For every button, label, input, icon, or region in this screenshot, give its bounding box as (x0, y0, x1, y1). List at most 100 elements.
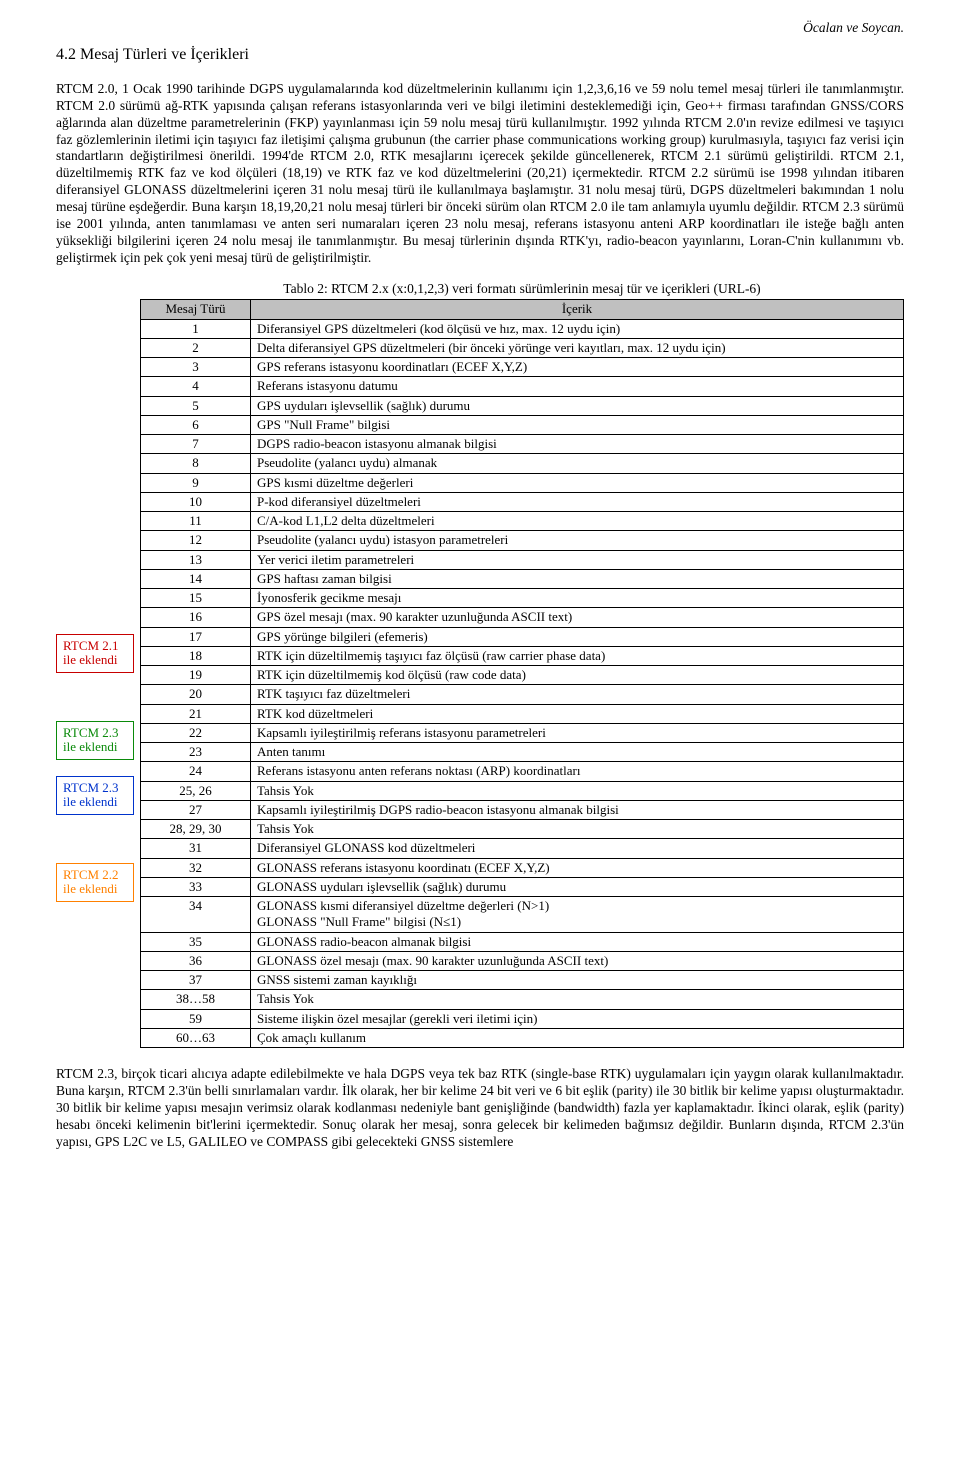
cell-msg-type: 12 (141, 531, 251, 550)
side-version-labels: RTCM 2.1ile eklendiRTCM 2.3ile eklendiRT… (56, 281, 140, 285)
cell-content: C/A-kod L1,L2 delta düzeltmeleri (251, 512, 904, 531)
table-row: 4Referans istasyonu datumu (141, 377, 904, 396)
cell-msg-type: 13 (141, 550, 251, 569)
version-label-text: ile eklendi (63, 653, 127, 668)
version-label-version: RTCM 2.3 (63, 726, 127, 741)
table-row: 9GPS kısmi düzeltme değerleri (141, 473, 904, 492)
table-row: 27Kapsamlı iyileştirilmiş DGPS radio-bea… (141, 800, 904, 819)
cell-content: Referans istasyonu datumu (251, 377, 904, 396)
table-row: 20RTK taşıyıcı faz düzeltmeleri (141, 685, 904, 704)
cell-msg-type: 23 (141, 743, 251, 762)
table-row: 8Pseudolite (yalancı uydu) almanak (141, 454, 904, 473)
table-row: 31Diferansiyel GLONASS kod düzeltmeleri (141, 839, 904, 858)
cell-msg-type: 2 (141, 338, 251, 357)
cell-content: Diferansiyel GLONASS kod düzeltmeleri (251, 839, 904, 858)
table-row: 12Pseudolite (yalancı uydu) istasyon par… (141, 531, 904, 550)
cell-msg-type: 37 (141, 971, 251, 990)
cell-msg-type: 24 (141, 762, 251, 781)
cell-content: RTK kod düzeltmeleri (251, 704, 904, 723)
table-row: 17GPS yörünge bilgileri (efemeris) (141, 627, 904, 646)
table-row: 6GPS "Null Frame" bilgisi (141, 415, 904, 434)
table-row: 59Sisteme ilişkin özel mesajlar (gerekli… (141, 1009, 904, 1028)
cell-msg-type: 17 (141, 627, 251, 646)
cell-msg-type: 7 (141, 435, 251, 454)
cell-content: Tahsis Yok (251, 820, 904, 839)
cell-content: GPS özel mesajı (max. 90 karakter uzunlu… (251, 608, 904, 627)
table-row: 34GLONASS kısmi diferansiyel düzeltme de… (141, 897, 904, 933)
cell-content: GPS referans istasyonu koordinatları (EC… (251, 358, 904, 377)
table-row: 2Delta diferansiyel GPS düzeltmeleri (bi… (141, 338, 904, 357)
cell-msg-type: 16 (141, 608, 251, 627)
paragraph-1: RTCM 2.0, 1 Ocak 1990 tarihinde DGPS uyg… (56, 81, 904, 267)
cell-msg-type: 4 (141, 377, 251, 396)
cell-content: Sisteme ilişkin özel mesajlar (gerekli v… (251, 1009, 904, 1028)
cell-content: GNSS sistemi zaman kayıklığı (251, 971, 904, 990)
cell-content: GPS haftası zaman bilgisi (251, 569, 904, 588)
paragraph-2: RTCM 2.3, birçok ticari alıcıya adapte e… (56, 1066, 904, 1150)
version-label-text: ile eklendi (63, 882, 127, 897)
table-row: 25, 26Tahsis Yok (141, 781, 904, 800)
cell-content: Anten tanımı (251, 743, 904, 762)
cell-content: P-kod diferansiyel düzeltmeleri (251, 492, 904, 511)
table-row: 38…58Tahsis Yok (141, 990, 904, 1009)
cell-msg-type: 3 (141, 358, 251, 377)
cell-msg-type: 22 (141, 723, 251, 742)
table-row: 18RTK için düzeltilmemiş taşıyıcı faz öl… (141, 646, 904, 665)
cell-content: GLONASS referans istasyonu koordinatı (E… (251, 858, 904, 877)
version-label-box: RTCM 2.3ile eklendi (56, 721, 134, 761)
cell-msg-type: 1 (141, 319, 251, 338)
cell-msg-type: 10 (141, 492, 251, 511)
version-label-text: ile eklendi (63, 795, 127, 810)
cell-msg-type: 18 (141, 646, 251, 665)
cell-content: Delta diferansiyel GPS düzeltmeleri (bir… (251, 338, 904, 357)
cell-content: İyonosferik gecikme mesajı (251, 589, 904, 608)
table-row: 33GLONASS uyduları işlevsellik (sağlık) … (141, 877, 904, 896)
cell-msg-type: 19 (141, 666, 251, 685)
cell-msg-type: 25, 26 (141, 781, 251, 800)
cell-content: GPS kısmi düzeltme değerleri (251, 473, 904, 492)
cell-msg-type: 59 (141, 1009, 251, 1028)
cell-msg-type: 20 (141, 685, 251, 704)
table-row: 11C/A-kod L1,L2 delta düzeltmeleri (141, 512, 904, 531)
table-row: 19RTK için düzeltilmemiş kod ölçüsü (raw… (141, 666, 904, 685)
cell-msg-type: 31 (141, 839, 251, 858)
cell-content: GLONASS özel mesajı (max. 90 karakter uz… (251, 951, 904, 970)
cell-content: Kapsamlı iyileştirilmiş DGPS radio-beaco… (251, 800, 904, 819)
cell-content: Pseudolite (yalancı uydu) almanak (251, 454, 904, 473)
cell-content: Referans istasyonu anten referans noktas… (251, 762, 904, 781)
cell-content: GLONASS kısmi diferansiyel düzeltme değe… (251, 897, 904, 933)
cell-content: RTK için düzeltilmemiş taşıyıcı faz ölçü… (251, 646, 904, 665)
cell-content: RTK için düzeltilmemiş kod ölçüsü (raw c… (251, 666, 904, 685)
cell-msg-type: 6 (141, 415, 251, 434)
table-row: 15İyonosferik gecikme mesajı (141, 589, 904, 608)
cell-content: GLONASS radio-beacon almanak bilgisi (251, 932, 904, 951)
table-row: 24Referans istasyonu anten referans nokt… (141, 762, 904, 781)
cell-msg-type: 14 (141, 569, 251, 588)
table-row: 32GLONASS referans istasyonu koordinatı … (141, 858, 904, 877)
cell-content: GPS uyduları işlevsellik (sağlık) durumu (251, 396, 904, 415)
cell-content: Çok amaçlı kullanım (251, 1028, 904, 1047)
cell-msg-type: 32 (141, 858, 251, 877)
cell-content: Tahsis Yok (251, 990, 904, 1009)
table-row: 36GLONASS özel mesajı (max. 90 karakter … (141, 951, 904, 970)
table-row: 7DGPS radio-beacon istasyonu almanak bil… (141, 435, 904, 454)
cell-content: Yer verici iletim parametreleri (251, 550, 904, 569)
cell-content: Diferansiyel GPS düzeltmeleri (kod ölçüs… (251, 319, 904, 338)
table-row: 60…63Çok amaçlı kullanım (141, 1028, 904, 1047)
table-row: 5GPS uyduları işlevsellik (sağlık) durum… (141, 396, 904, 415)
table-row: 3GPS referans istasyonu koordinatları (E… (141, 358, 904, 377)
cell-content: Tahsis Yok (251, 781, 904, 800)
cell-msg-type: 60…63 (141, 1028, 251, 1047)
cell-content: Kapsamlı iyileştirilmiş referans istasyo… (251, 723, 904, 742)
version-label-version: RTCM 2.1 (63, 639, 127, 654)
table-row: 28, 29, 30Tahsis Yok (141, 820, 904, 839)
table-container: RTCM 2.1ile eklendiRTCM 2.3ile eklendiRT… (56, 281, 904, 1049)
table-row: 1Diferansiyel GPS düzeltmeleri (kod ölçü… (141, 319, 904, 338)
table-area: Tablo 2: RTCM 2.x (x:0,1,2,3) veri forma… (140, 281, 904, 1049)
col-header-type: Mesaj Türü (141, 300, 251, 319)
table-row: 21RTK kod düzeltmeleri (141, 704, 904, 723)
cell-content: DGPS radio-beacon istasyonu almanak bilg… (251, 435, 904, 454)
cell-content: GLONASS uyduları işlevsellik (sağlık) du… (251, 877, 904, 896)
cell-content: GPS "Null Frame" bilgisi (251, 415, 904, 434)
version-label-version: RTCM 2.2 (63, 868, 127, 883)
